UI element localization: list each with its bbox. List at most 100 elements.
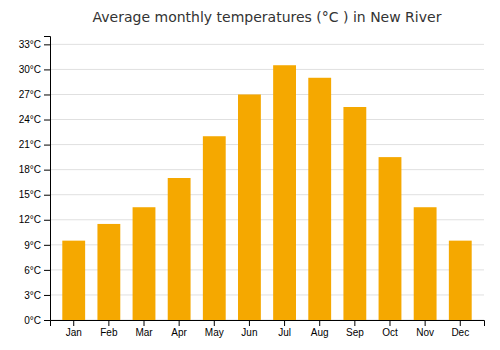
y-tick-mark (44, 44, 50, 45)
chart-svg: 0°C 3°C 6°C 9°C 12°C 15°C 18°C 21°C 24°C 27°C 30°C… (0, 0, 500, 350)
y-tick-label: 33°C (19, 39, 41, 50)
bar (379, 157, 402, 320)
x-axis: Jan Feb Mar Apr May Jun Jul Aug Sep Oct Nov Dec (51, 320, 485, 338)
grid-line (50, 69, 484, 70)
y-tick-mark (44, 295, 50, 296)
bar (273, 65, 296, 320)
x-tick-mark (144, 320, 145, 326)
x-tick-label: Jun (241, 327, 257, 338)
y-tick: 21°C (19, 139, 50, 150)
y-tick-label: 15°C (19, 189, 41, 200)
bar (168, 178, 191, 320)
x-tick-label: Aug (311, 327, 329, 338)
y-tick: 12°C (19, 214, 50, 225)
x-tick: Jun (241, 320, 257, 338)
x-tick: Jan (66, 320, 82, 338)
y-tick-mark (44, 320, 50, 321)
y-axis-line (44, 37, 51, 321)
y-axis: 0°C 3°C 6°C 9°C 12°C 15°C 18°C 21°C 24°C 27°C 30°C… (19, 37, 51, 326)
grid-line (50, 144, 484, 145)
bars (62, 65, 471, 320)
bar (308, 78, 331, 320)
y-tick-mark (44, 270, 50, 271)
x-tick-label: Feb (100, 327, 118, 338)
y-tick: 3°C (24, 290, 50, 301)
x-tick: Nov (416, 320, 434, 338)
grid-line (50, 194, 484, 195)
y-tick: 9°C (24, 240, 50, 251)
y-tick: 6°C (24, 265, 50, 276)
title: Average monthly temperatures (°C ) in Ne… (93, 9, 442, 25)
y-tick-mark (44, 245, 50, 246)
x-tick-mark (73, 320, 74, 326)
y-tick: 27°C (19, 89, 50, 100)
x-tick: May (205, 320, 224, 338)
bar (97, 224, 120, 320)
x-tick-mark (425, 320, 426, 326)
y-tick-mark (44, 120, 50, 121)
bar (414, 207, 437, 320)
bar (343, 107, 366, 320)
y-tick-mark (44, 195, 50, 196)
y-tick: 18°C (19, 164, 50, 175)
x-tick: Dec (451, 320, 469, 338)
x-tick-label: Jan (66, 327, 82, 338)
grid-line (50, 119, 484, 120)
x-tick: Aug (311, 320, 329, 338)
x-tick-mark (108, 320, 109, 326)
y-tick-label: 6°C (24, 265, 41, 276)
grid-line (50, 44, 484, 45)
x-tick-mark (214, 320, 215, 326)
x-tick-label: Sep (346, 327, 364, 338)
x-tick-mark (389, 320, 390, 326)
y-tick-mark (44, 145, 50, 146)
x-tick-mark (179, 320, 180, 326)
bar (62, 241, 85, 320)
x-tick: Jul (278, 320, 291, 338)
y-tick: 30°C (19, 64, 50, 75)
y-tick-mark (44, 69, 50, 70)
x-tick-label: Nov (416, 327, 434, 338)
y-tick: 33°C (19, 39, 50, 50)
grid-line (50, 169, 484, 170)
grid (50, 44, 484, 320)
x-tick-label: May (205, 327, 224, 338)
x-tick: Feb (100, 320, 118, 338)
x-tick-mark (319, 320, 320, 326)
x-tick-label: Mar (135, 327, 153, 338)
x-tick: Sep (346, 320, 364, 338)
x-tick-mark (284, 320, 285, 326)
y-tick: 15°C (19, 189, 50, 200)
x-tick: Mar (135, 320, 153, 338)
y-tick-label: 0°C (24, 315, 41, 326)
y-tick-mark (44, 170, 50, 171)
grid-line (50, 94, 484, 95)
y-tick-label: 30°C (19, 64, 41, 75)
y-tick-mark (44, 94, 50, 95)
y-tick-label: 21°C (19, 139, 41, 150)
x-tick-label: Apr (171, 327, 187, 338)
bar (449, 241, 472, 320)
x-tick-label: Oct (382, 327, 398, 338)
chart-container: 0°C 3°C 6°C 9°C 12°C 15°C 18°C 21°C 24°C 27°C 30°C… (0, 0, 500, 350)
x-tick-mark (354, 320, 355, 326)
x-tick-label: Jul (278, 327, 291, 338)
x-tick: Oct (382, 320, 398, 338)
x-tick-label: Dec (451, 327, 469, 338)
x-tick-mark (249, 320, 250, 326)
bar (203, 136, 226, 320)
x-tick: Apr (171, 320, 187, 338)
y-tick-label: 18°C (19, 164, 41, 175)
y-tick-label: 27°C (19, 89, 41, 100)
y-tick-label: 24°C (19, 114, 41, 125)
x-axis-line (51, 321, 485, 327)
plot-area: 0°C 3°C 6°C 9°C 12°C 15°C 18°C 21°C 24°C 27°C 30°C… (19, 37, 485, 339)
y-tick-label: 9°C (24, 240, 41, 251)
y-tick: 24°C (19, 114, 50, 125)
y-tick-label: 12°C (19, 214, 41, 225)
bar (238, 94, 261, 320)
bar (133, 207, 156, 320)
y-tick-mark (44, 220, 50, 221)
y-tick-label: 3°C (24, 290, 41, 301)
x-tick-mark (460, 320, 461, 326)
